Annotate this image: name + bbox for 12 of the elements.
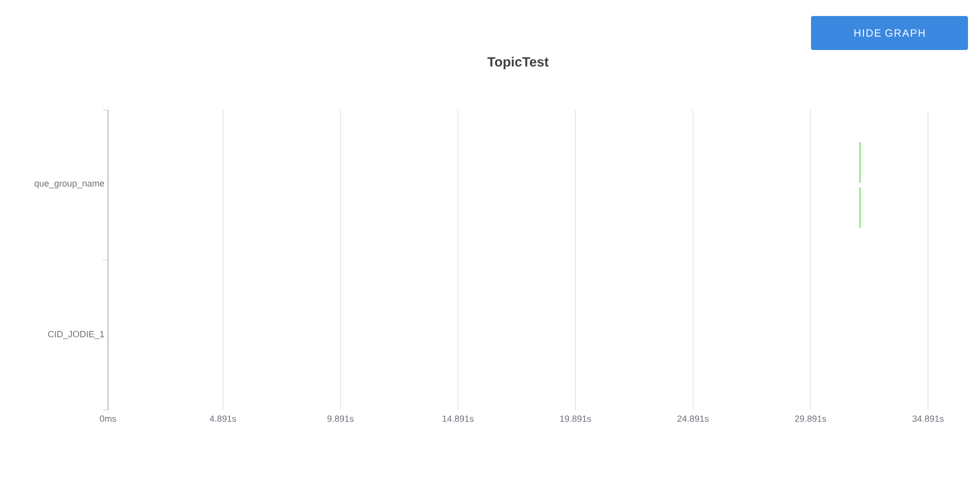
x-tick-label: 19.891s bbox=[560, 416, 592, 422]
x-tick-label: 0ms bbox=[100, 416, 116, 422]
x-tick-label: 24.891s bbox=[677, 416, 709, 422]
x-tick-label: 4.891s bbox=[210, 416, 236, 422]
text: HIDE GRAPH bbox=[854, 29, 925, 37]
chart-title: TopicTest bbox=[487, 56, 549, 70]
x-tick-label: 9.891s bbox=[327, 416, 354, 422]
y-tick-label: que_group_name bbox=[34, 182, 104, 188]
x-tick-label: 34.891s bbox=[912, 416, 944, 422]
x-tick-label: 29.891s bbox=[795, 416, 826, 422]
x-tick-label: 14.891s bbox=[442, 416, 474, 422]
y-tick-label: CID_JODIE_1 bbox=[48, 330, 104, 340]
